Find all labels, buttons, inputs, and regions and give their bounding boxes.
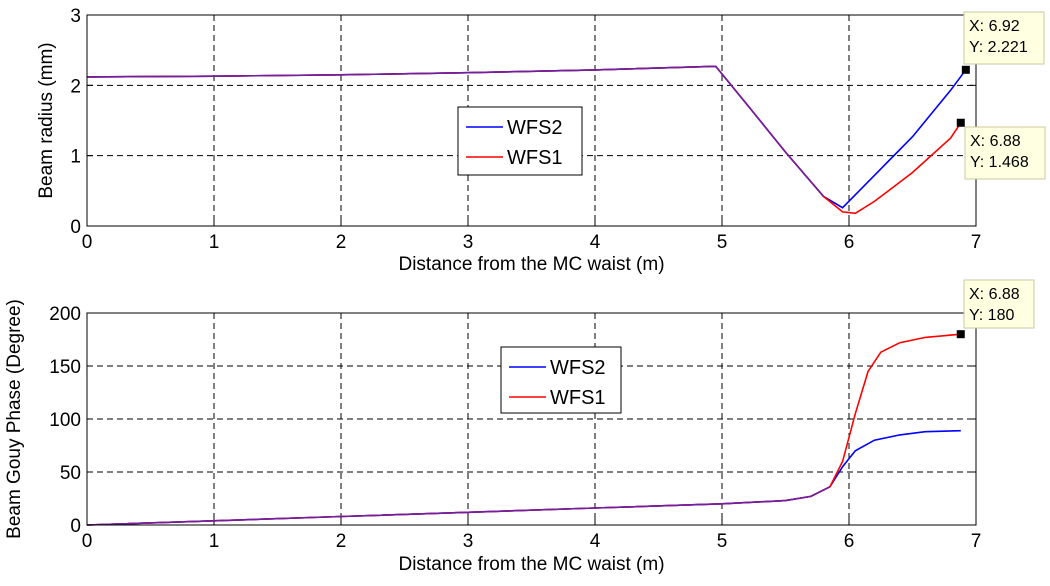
y-axis-label: Beam Gouy Phase (Degree) — [4, 299, 25, 539]
chart-2: 0 1 2 3 4 5 6 7 0 50 100 150 200 Distance from the MC… — [4, 279, 1035, 575]
y-tick-label: 0 — [70, 516, 81, 537]
y-tick-label: 200 — [49, 304, 81, 325]
x-tick-label: 6 — [844, 531, 855, 552]
datatip-x-label: X: 6.88 — [970, 133, 1021, 150]
datatip-y-label: Y: 2.221 — [969, 39, 1028, 56]
datatip-y-label: Y: 180 — [969, 307, 1014, 324]
axes-frame — [86, 14, 977, 227]
x-tick-label: 4 — [590, 531, 601, 552]
datatip-marker — [956, 118, 965, 127]
y-tick-label: 100 — [49, 410, 81, 431]
datatip: X: 6.88 Y: 1.468 — [956, 118, 1046, 180]
series-line-overlap — [86, 65, 825, 198]
datatip: X: 6.92 Y: 2.221 — [961, 11, 1045, 74]
x-tick-label: 5 — [717, 531, 728, 552]
x-tick-label: 6 — [844, 232, 855, 253]
y-axis-label: Beam radius (mm) — [36, 42, 57, 198]
x-axis-label: Distance from the MC waist (m) — [398, 254, 664, 275]
y-tick-label: 0 — [70, 217, 81, 238]
x-tick-label: 7 — [971, 531, 982, 552]
legend-label-wfs1: WFS1 — [507, 147, 563, 169]
y-tick-label: 2 — [70, 76, 81, 97]
legend: WFS2 WFS1 — [500, 346, 622, 414]
series-line-overlap — [86, 486, 831, 526]
legend-label-wfs2: WFS2 — [507, 117, 563, 139]
datatip-y-label: Y: 1.468 — [970, 154, 1029, 171]
y-tick-label: 150 — [49, 357, 81, 378]
x-axis-label: Distance from the MC waist (m) — [398, 554, 664, 575]
datatip-x-label: X: 6.88 — [969, 286, 1020, 303]
y-tick-label: 3 — [70, 6, 81, 27]
datatip-x-label: X: 6.92 — [969, 18, 1020, 35]
legend-box — [500, 346, 622, 414]
datatip-marker — [956, 330, 965, 339]
x-tick-label: 2 — [336, 232, 347, 253]
datatip-box — [963, 11, 1045, 65]
legend-label-wfs1: WFS1 — [550, 387, 606, 409]
datatip-box — [963, 279, 1035, 329]
x-tick-label: 3 — [463, 232, 474, 253]
legend: WFS2 WFS1 — [457, 106, 583, 176]
x-tick-label: 7 — [971, 232, 982, 253]
datatip: X: 6.88 Y: 180 — [956, 279, 1035, 339]
x-tick-label: 3 — [463, 531, 474, 552]
y-tick-label: 50 — [60, 463, 81, 484]
x-tick-label: 2 — [336, 531, 347, 552]
datatip-marker — [961, 65, 970, 74]
x-tick-label: 4 — [590, 232, 601, 253]
x-tick-label: 5 — [717, 232, 728, 253]
x-tick-label: 0 — [82, 531, 93, 552]
x-tick-label: 1 — [209, 232, 220, 253]
legend-label-wfs2: WFS2 — [550, 357, 606, 379]
axes-frame — [86, 312, 977, 526]
x-tick-label: 1 — [209, 531, 220, 552]
datatip-box — [964, 126, 1046, 180]
y-tick-label: 1 — [70, 147, 81, 168]
x-tick-label: 0 — [82, 232, 93, 253]
legend-box — [457, 106, 583, 176]
